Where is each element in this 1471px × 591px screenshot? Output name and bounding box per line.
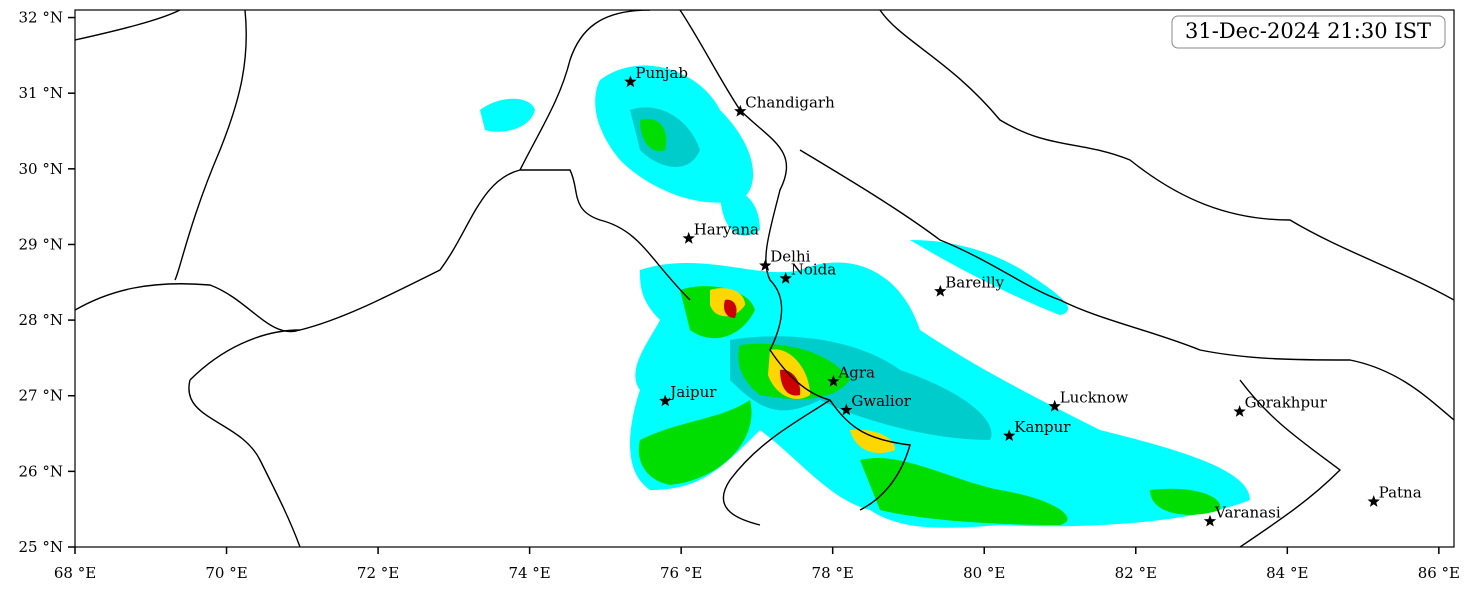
y-tick-label: 32 °N: [19, 9, 63, 27]
y-tick-label: 27 °N: [19, 387, 63, 405]
x-tick-label: 84 °E: [1266, 564, 1308, 582]
y-tick-label: 28 °N: [19, 311, 63, 329]
x-tick-label: 86 °E: [1418, 564, 1460, 582]
y-tick-label: 26 °N: [19, 462, 63, 480]
city-label: Delhi: [770, 248, 810, 266]
city-label: Gorakhpur: [1245, 394, 1328, 412]
y-tick-label: 31 °N: [19, 84, 63, 102]
city-label: Jaipur: [668, 383, 717, 401]
city-marker: [759, 259, 772, 271]
city-label: Varanasi: [1214, 503, 1281, 521]
city-label: Gwalior: [851, 392, 911, 410]
x-tick-label: 78 °E: [812, 564, 854, 582]
title-box: [1171, 15, 1446, 49]
city-label: Chandigarh: [745, 93, 835, 111]
plot-frame: [74, 9, 1455, 548]
title: 31-Dec-2024 21:30 IST: [1185, 19, 1431, 43]
city-label: Kanpur: [1014, 418, 1071, 436]
city-label: Lucknow: [1060, 388, 1129, 406]
city-marker: [934, 284, 947, 297]
city-marker: [1203, 514, 1217, 527]
city-label: Punjab: [635, 64, 688, 82]
x-tick-label: 80 °E: [963, 564, 1005, 582]
city-marker: [840, 403, 853, 416]
city-marker: [1233, 405, 1246, 417]
city-marker: [1367, 495, 1380, 507]
city-marker: [1048, 399, 1061, 412]
city-marker: [682, 231, 695, 244]
city-label: Agra: [837, 363, 875, 381]
y-tick-label: 29 °N: [19, 235, 63, 253]
city-marker: [779, 272, 792, 284]
city-label: Patna: [1379, 484, 1422, 502]
x-tick-label: 68 °E: [54, 564, 96, 582]
city-label: Noida: [791, 261, 837, 279]
city-marker: [659, 394, 672, 407]
city-marker: [1003, 429, 1016, 442]
city-marker: [624, 75, 637, 88]
y-tick-label: 30 °N: [19, 160, 63, 178]
x-tick-label: 76 °E: [660, 564, 702, 582]
city-marker: [734, 104, 747, 117]
city-label: Bareilly: [945, 273, 1004, 291]
x-tick-label: 70 °E: [205, 564, 247, 582]
city-label: Haryana: [694, 220, 759, 238]
rain-field: [480, 65, 1250, 528]
x-tick-label: 74 °E: [508, 564, 550, 582]
x-tick-label: 82 °E: [1115, 564, 1157, 582]
y-tick-label: 25 °N: [19, 538, 63, 556]
x-tick-label: 72 °E: [357, 564, 399, 582]
city-marker: [827, 374, 840, 387]
